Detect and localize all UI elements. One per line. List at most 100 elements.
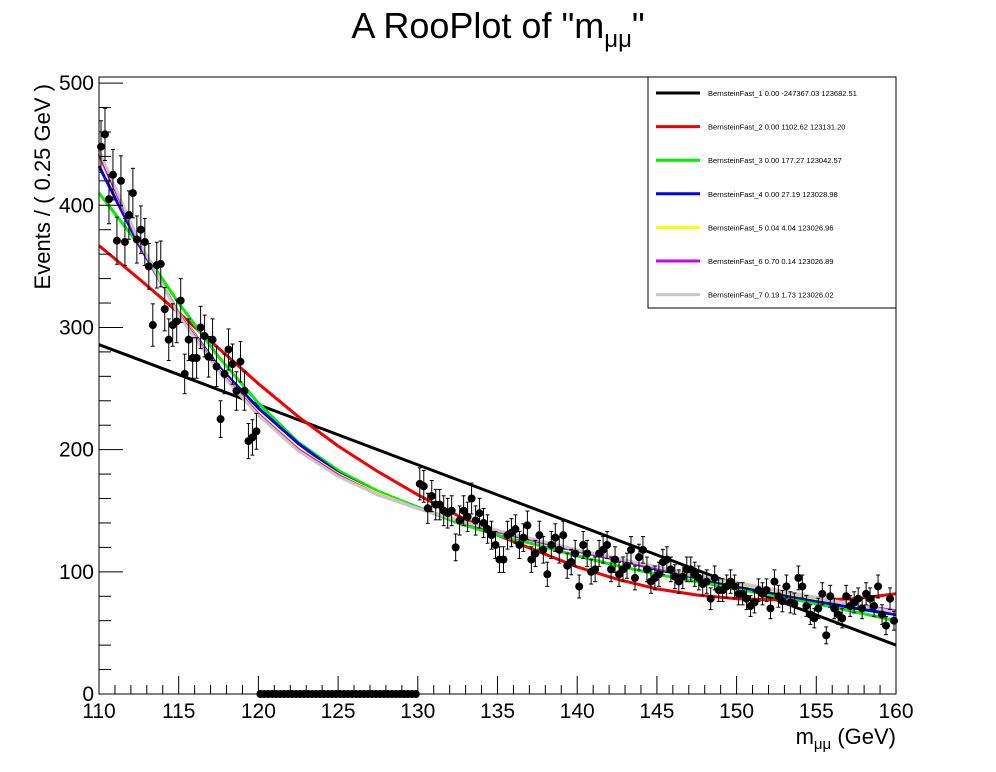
data-point [750,591,759,614]
data-marker [547,540,556,549]
data-marker [140,237,149,246]
data-point [232,371,241,411]
data-marker [603,540,612,549]
data-marker [96,142,105,151]
data-point [822,626,831,645]
data-marker [694,573,703,582]
data-point [527,546,536,573]
data-point [555,536,564,564]
data-point [694,565,703,591]
data-marker [794,573,803,582]
data-point [136,205,145,255]
data-marker [220,369,229,378]
data-marker [164,335,173,344]
data-point [623,552,632,579]
data-point [778,589,787,613]
data-marker [710,573,719,582]
legend-label: BernsteinFast_1 0.00 -247367.03 123682.5… [708,89,857,98]
data-marker [870,602,879,611]
data-marker [886,594,895,603]
data-point [200,314,209,358]
legend-label: BernsteinFast_6 0.70 0.14 123026.89 [708,257,834,266]
data-point [782,574,791,599]
data-marker [866,594,875,603]
data-marker [499,555,508,564]
x-tick-label: 120 [241,700,276,723]
data-point [156,240,165,288]
data-marker [575,582,584,591]
data-point [236,341,245,383]
data-marker [838,614,847,623]
data-marker [240,386,249,395]
data-point [427,480,436,513]
data-point [515,530,524,559]
data-point [742,587,751,610]
data-point [172,299,181,344]
data-marker [419,482,428,491]
data-point [212,346,221,388]
data-marker [822,631,831,640]
data-marker [567,558,576,567]
data-marker [583,549,592,558]
x-tick-label: 155 [799,700,834,723]
data-point [870,595,879,617]
data-marker [591,565,600,574]
data-marker [842,592,851,601]
data-point [224,328,233,371]
x-axis-label-subscript: μμ [814,736,831,753]
data-point [818,582,827,606]
data-point [419,469,428,503]
y-tick-label: 200 [59,439,94,462]
x-tick-label: 160 [878,700,913,723]
data-point [706,587,715,610]
data-point [252,412,261,450]
data-marker [539,545,548,554]
legend-entry: BernsteinFast_2 0.00 1102.62 123131.20 [656,123,845,132]
data-point [132,215,141,264]
legend-entry: BernsteinFast_7 0.19 1.73 123026.02 [656,291,834,300]
data-marker [874,582,883,591]
data-marker [515,540,524,549]
data-point [471,505,480,536]
data-marker [531,549,540,558]
data-point [435,488,444,521]
x-tick-label: 110 [82,700,115,723]
data-marker [475,509,484,518]
data-point [666,556,675,583]
data-point [547,530,556,559]
data-marker [702,577,711,586]
data-point [100,107,109,162]
data-marker [455,516,464,525]
data-point [120,217,129,266]
data-point [571,539,580,568]
data-marker [634,553,643,562]
y-tick-label: 500 [59,72,94,95]
data-marker [818,589,827,598]
data-marker [555,545,564,554]
x-tick-label: 135 [480,700,515,723]
data-point [615,561,624,587]
chart-title: A RooPlot of "mμμ" [351,5,644,53]
data-marker [116,176,125,185]
data-point [678,564,687,590]
data-point [204,335,213,378]
data-marker [527,555,536,564]
data-marker [623,561,632,570]
data-point [483,514,492,544]
data-marker [742,594,751,603]
data-point [838,608,847,629]
data-point [487,520,496,550]
data-point [128,167,137,219]
y-tick-label: 100 [59,561,94,584]
data-marker [236,357,245,366]
data-marker [854,594,863,603]
data-marker [459,506,468,515]
data-marker [878,610,887,619]
data-marker [467,494,476,503]
data-point [531,539,540,568]
data-marker [427,492,436,501]
data-point [638,536,647,564]
data-marker [607,565,616,574]
data-marker [551,533,560,542]
